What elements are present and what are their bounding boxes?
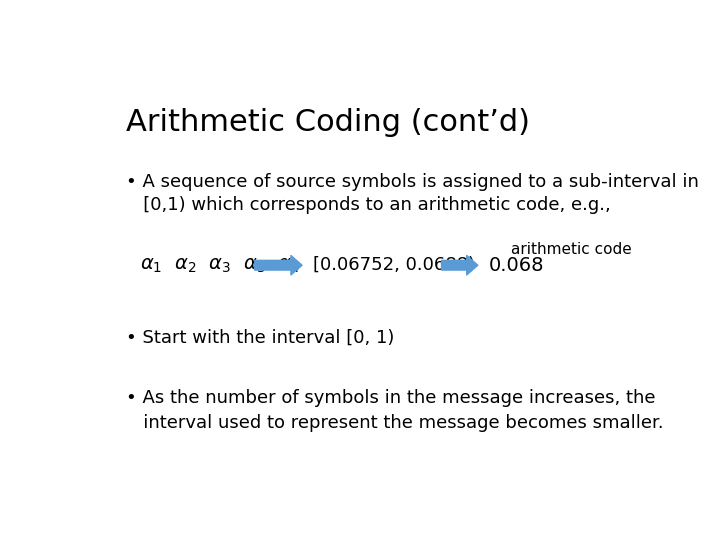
Text: [0.06752, 0.0688): [0.06752, 0.0688) bbox=[313, 256, 475, 274]
Text: arithmetic code: arithmetic code bbox=[511, 241, 632, 256]
Text: $\alpha_1$  $\alpha_2$  $\alpha_3$  $\alpha_3$  $\alpha_4$: $\alpha_1$ $\alpha_2$ $\alpha_3$ $\alpha… bbox=[140, 256, 301, 275]
Text: [0,1) which corresponds to an arithmetic code, e.g.,: [0,1) which corresponds to an arithmetic… bbox=[126, 196, 611, 214]
FancyArrowPatch shape bbox=[255, 255, 302, 275]
Text: 0.068: 0.068 bbox=[489, 256, 544, 275]
Text: • A sequence of source symbols is assigned to a sub-interval in: • A sequence of source symbols is assign… bbox=[126, 173, 699, 191]
Text: Arithmetic Coding (cont’d): Arithmetic Coding (cont’d) bbox=[126, 109, 530, 138]
Text: • Start with the interval [0, 1): • Start with the interval [0, 1) bbox=[126, 329, 395, 347]
Text: • As the number of symbols in the message increases, the: • As the number of symbols in the messag… bbox=[126, 389, 656, 407]
FancyArrowPatch shape bbox=[441, 255, 478, 275]
Text: interval used to represent the message becomes smaller.: interval used to represent the message b… bbox=[126, 414, 664, 432]
